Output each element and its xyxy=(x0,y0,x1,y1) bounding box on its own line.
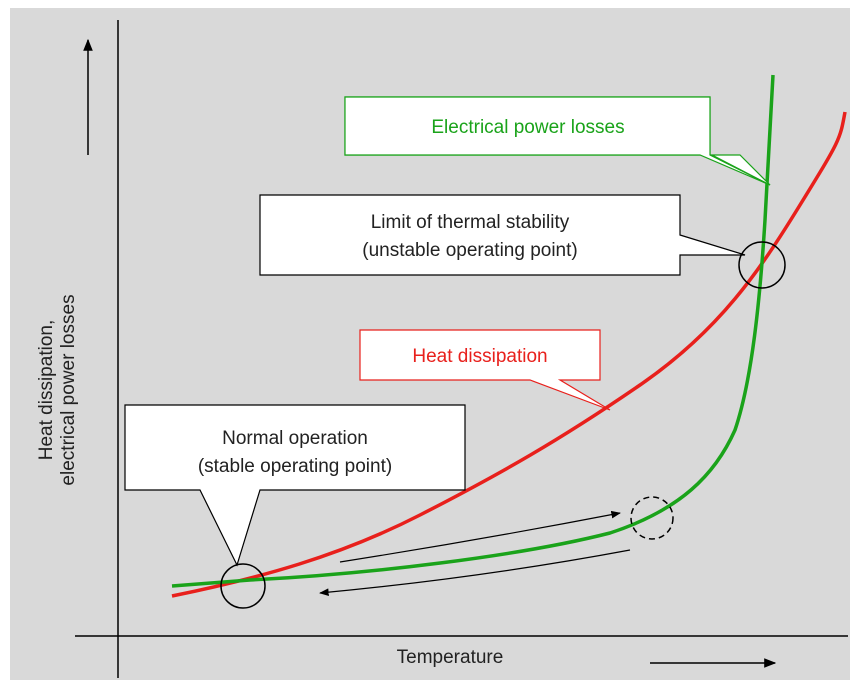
callout-text: Normal operation xyxy=(222,428,368,449)
x-label: Temperature xyxy=(397,647,504,668)
y-label-line: electrical power losses xyxy=(58,294,79,485)
callout: Heat dissipation xyxy=(359,329,611,411)
heat-curve xyxy=(171,111,847,598)
power-curve xyxy=(171,74,775,588)
callout-text: (unstable operating point) xyxy=(362,240,577,261)
y-label-line: Heat dissipation, xyxy=(36,320,57,460)
callout-text: (stable operating point) xyxy=(198,456,392,477)
callout: Normal operation (stable operating point… xyxy=(124,404,466,567)
unstable-point xyxy=(738,241,786,289)
callout-text: Electrical power losses xyxy=(431,117,624,138)
transition-point xyxy=(630,496,674,540)
arrow-up xyxy=(339,510,621,563)
y-label: Heat dissipation, electrical power losse… xyxy=(36,294,79,485)
callout: Electrical power losses xyxy=(344,96,771,186)
callout: Limit of thermal stability (unstable ope… xyxy=(259,194,746,276)
callout-text: Limit of thermal stability xyxy=(371,212,570,233)
arrow-down xyxy=(319,549,631,597)
stable-point xyxy=(220,563,266,609)
callout-text: Heat dissipation xyxy=(412,346,547,367)
